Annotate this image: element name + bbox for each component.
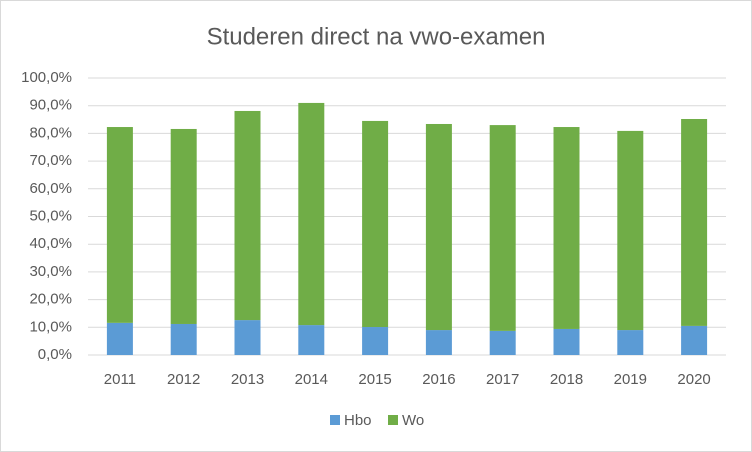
y-tick-label: 100,0% xyxy=(21,69,72,86)
bar-segment xyxy=(425,123,452,331)
bar-segment xyxy=(425,330,452,355)
legend-label: Hbo xyxy=(344,412,372,429)
x-tick-label: 2016 xyxy=(422,371,455,388)
x-tick-label: 2017 xyxy=(486,371,519,388)
x-tick-label: 2013 xyxy=(231,371,264,388)
bar-segment xyxy=(170,323,197,355)
legend-swatch xyxy=(330,415,340,425)
bar-segment xyxy=(489,330,516,355)
bar-segment xyxy=(617,130,644,331)
y-tick-label: 20,0% xyxy=(29,291,72,308)
y-tick-label: 40,0% xyxy=(29,235,72,252)
x-tick-label: 2020 xyxy=(677,371,710,388)
bar-segment xyxy=(234,110,261,321)
x-tick-label: 2014 xyxy=(295,371,328,388)
x-tick-label: 2015 xyxy=(358,371,391,388)
chart-title: Studeren direct na vwo-examen xyxy=(207,23,546,50)
y-tick-label: 0,0% xyxy=(38,346,72,363)
bar-segment xyxy=(681,118,708,326)
y-tick-label: 70,0% xyxy=(29,152,72,169)
y-tick-label: 10,0% xyxy=(29,318,72,335)
y-tick-label: 60,0% xyxy=(29,180,72,197)
y-tick-label: 30,0% xyxy=(29,263,72,280)
bar-segment xyxy=(170,128,197,324)
y-tick-label: 50,0% xyxy=(29,207,72,224)
x-tick-label: 2018 xyxy=(550,371,583,388)
x-tick-label: 2019 xyxy=(614,371,647,388)
y-tick-label: 90,0% xyxy=(29,97,72,114)
bar-segment xyxy=(617,330,644,355)
y-tick-label: 80,0% xyxy=(29,124,72,141)
bar-segment xyxy=(298,325,325,355)
bar-segment xyxy=(234,320,261,355)
bar-segment xyxy=(362,120,389,328)
legend-swatch xyxy=(388,415,398,425)
bar-segment xyxy=(553,328,580,355)
x-tick-label: 2011 xyxy=(104,371,136,388)
legend-label: Wo xyxy=(402,412,424,429)
bar-segment xyxy=(553,127,580,329)
bar-segment xyxy=(106,322,133,355)
bar-segment xyxy=(681,325,708,355)
x-tick-label: 2012 xyxy=(167,371,200,388)
bar-segment xyxy=(489,125,516,331)
bar-segment xyxy=(298,102,325,326)
bar-segment xyxy=(362,327,389,355)
bar-segment xyxy=(106,127,133,323)
